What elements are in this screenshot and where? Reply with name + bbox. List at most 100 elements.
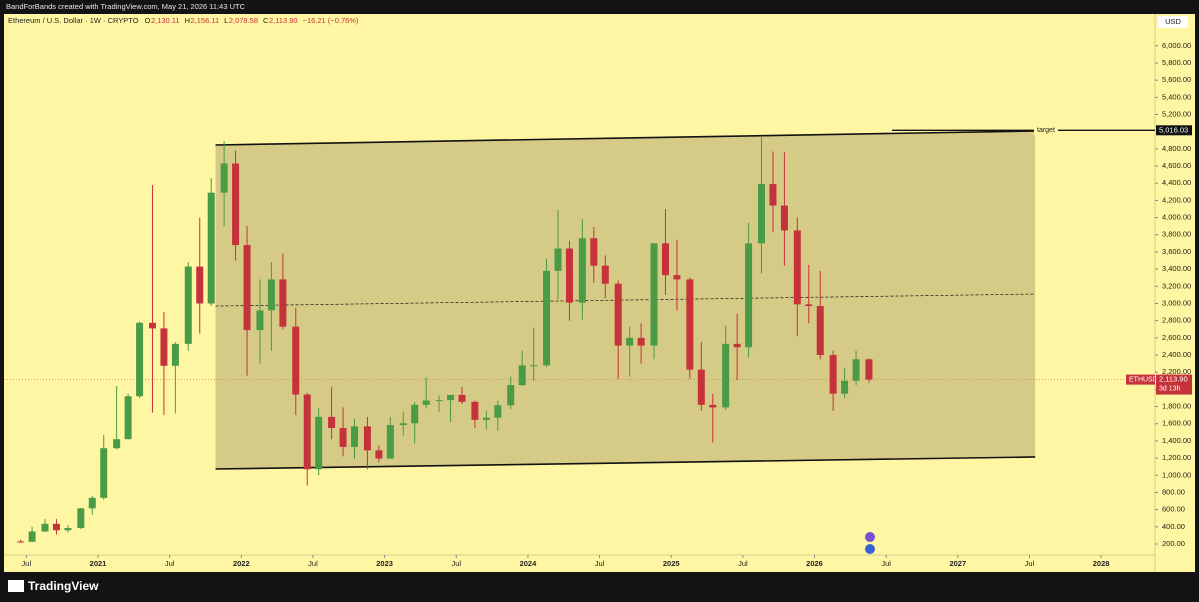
y-tick-label: 2,800.00 bbox=[1162, 316, 1191, 325]
y-tick-label: 1,800.00 bbox=[1162, 402, 1191, 411]
x-tick-label: 2025 bbox=[663, 559, 680, 568]
candle-body bbox=[52, 523, 60, 531]
candle-body bbox=[171, 343, 179, 366]
y-tick-label: 4,400.00 bbox=[1162, 178, 1191, 187]
candle-body bbox=[435, 400, 443, 402]
y-tick-label: 600.00 bbox=[1162, 505, 1185, 514]
x-tick-label: 2024 bbox=[520, 559, 538, 568]
candle-body bbox=[363, 426, 371, 451]
symbol-title: Ethereum / U.S. Dollar · 1W · CRYPTO bbox=[8, 16, 139, 25]
y-tick-label: 5,800.00 bbox=[1162, 58, 1191, 67]
candle-body bbox=[375, 450, 383, 459]
x-tick-label: 2023 bbox=[376, 559, 393, 568]
x-tick-label: 2021 bbox=[90, 559, 107, 568]
y-tick-label: 3,400.00 bbox=[1162, 264, 1191, 273]
y-tick-label: 1,400.00 bbox=[1162, 436, 1191, 445]
candle-body bbox=[267, 279, 275, 311]
price-tag-value: 2,113.90 bbox=[1159, 375, 1188, 384]
brand: TradingView bbox=[28, 579, 99, 593]
x-tick-label: Jul bbox=[451, 559, 461, 568]
candle-body bbox=[829, 355, 837, 394]
y-tick-label: 5,400.00 bbox=[1162, 92, 1191, 101]
candle-body bbox=[184, 266, 192, 344]
candle-body bbox=[292, 326, 300, 395]
candle-body bbox=[494, 405, 502, 418]
candle-body bbox=[637, 337, 645, 346]
x-tick-label: Jul bbox=[738, 559, 748, 568]
candle-body bbox=[757, 184, 765, 244]
candle-body bbox=[601, 265, 609, 284]
x-tick-label: 2026 bbox=[806, 559, 823, 568]
x-tick-label: Jul bbox=[165, 559, 175, 568]
y-tick-label: 3,800.00 bbox=[1162, 230, 1191, 239]
y-tick-label: 5,600.00 bbox=[1162, 75, 1191, 84]
candle-body bbox=[590, 238, 598, 266]
candle-body bbox=[793, 230, 801, 305]
target-tag bbox=[1156, 125, 1192, 136]
plot: 200.00 400.00 600.00 800.00 1,000.00 1,200.00… bbox=[4, 41, 1192, 568]
y-tick-label: 800.00 bbox=[1162, 487, 1185, 496]
legend-value: 2,078.58 bbox=[229, 16, 258, 25]
target-label: target bbox=[1037, 127, 1055, 134]
candle-body bbox=[41, 523, 49, 532]
candle-body bbox=[100, 448, 108, 498]
symbol-tag-label: ETHUSD bbox=[1129, 376, 1158, 383]
candle-body bbox=[661, 243, 669, 276]
y-tick-label: 1,000.00 bbox=[1162, 470, 1191, 479]
candle-body bbox=[507, 385, 515, 406]
candle-body bbox=[339, 428, 347, 447]
candle-body bbox=[28, 531, 36, 542]
candle-body bbox=[447, 394, 455, 401]
y-tick-label: 2,600.00 bbox=[1162, 333, 1191, 342]
y-tick-label: 1,200.00 bbox=[1162, 453, 1191, 462]
candle-body bbox=[207, 192, 215, 304]
candle-body bbox=[77, 508, 85, 529]
legend-key: L bbox=[224, 16, 228, 25]
candle-body bbox=[697, 369, 705, 405]
legend-key: O bbox=[145, 16, 151, 25]
candle-body bbox=[160, 328, 168, 366]
y-tick-label: 4,800.00 bbox=[1162, 144, 1191, 153]
candle-body bbox=[411, 404, 419, 424]
author-line: BandForBands created with TradingView.co… bbox=[6, 2, 246, 11]
candle-body bbox=[865, 359, 873, 380]
candle-body bbox=[351, 426, 359, 447]
price-tag-countdown: 3d 13h bbox=[1159, 385, 1181, 392]
candle-body bbox=[328, 416, 336, 429]
event-icon[interactable] bbox=[865, 532, 875, 542]
legend-key: H bbox=[185, 16, 190, 25]
candle-body bbox=[543, 270, 551, 366]
candle-body bbox=[614, 283, 622, 346]
candle-body bbox=[17, 541, 25, 543]
y-tick-label: 3,600.00 bbox=[1162, 247, 1191, 256]
candle-body bbox=[709, 404, 717, 408]
brand-logo bbox=[8, 580, 24, 592]
candle-body bbox=[113, 439, 121, 449]
y-tick-label: 4,000.00 bbox=[1162, 213, 1191, 222]
y-tick-label: 1,600.00 bbox=[1162, 419, 1191, 428]
x-tick-label: Jul bbox=[308, 559, 318, 568]
candle-body bbox=[841, 380, 849, 394]
candle-body bbox=[243, 245, 251, 331]
candle-body bbox=[482, 417, 490, 420]
candle-body bbox=[745, 243, 753, 348]
candle-body bbox=[458, 394, 466, 402]
y-tick-label: 4,200.00 bbox=[1162, 195, 1191, 204]
channel-lower bbox=[215, 456, 1036, 470]
legend-value: 2,130.11 bbox=[151, 16, 180, 25]
currency-button[interactable] bbox=[1158, 16, 1188, 28]
x-tick-label: Jul bbox=[22, 559, 32, 568]
candle-body bbox=[220, 163, 228, 193]
candle-body bbox=[471, 401, 479, 420]
candle-body bbox=[673, 275, 681, 280]
candle-body bbox=[64, 528, 72, 531]
candle-body bbox=[303, 394, 311, 470]
candle-body bbox=[626, 337, 634, 346]
event-icon[interactable] bbox=[865, 544, 875, 554]
legend-value: 2,156.11 bbox=[191, 16, 220, 25]
x-tick-label: Jul bbox=[1025, 559, 1035, 568]
candle-body bbox=[769, 184, 777, 206]
candle-body bbox=[852, 359, 860, 381]
